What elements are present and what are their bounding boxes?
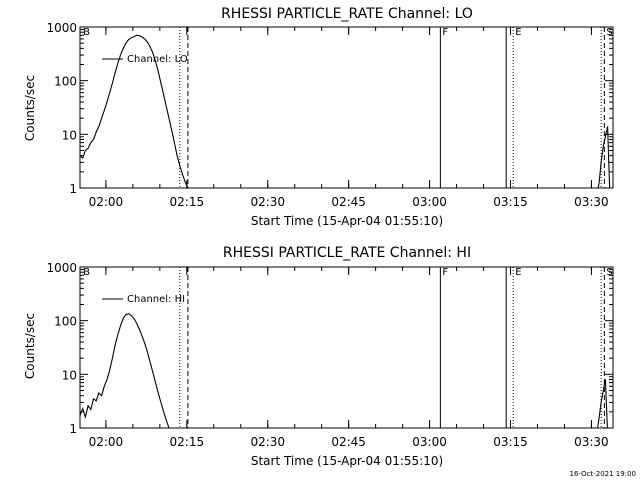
x-tick-label: 03:30	[574, 435, 609, 449]
y-tick-label: 1	[69, 422, 77, 436]
x-tick-label: 02:30	[250, 435, 285, 449]
plot-frame	[79, 266, 614, 429]
x-tick-label: 02:30	[250, 195, 285, 209]
footer-timestamp: 16-Oct-2021 19:00	[570, 470, 636, 478]
event-marker-label: B	[83, 267, 90, 278]
event-marker-label: E	[515, 267, 521, 278]
x-axis-label: Start Time (15-Apr-04 01:55:10)	[251, 214, 443, 228]
series-line	[80, 34, 189, 188]
x-tick-label: 03:15	[493, 195, 528, 209]
y-axis-label: Counts/sec	[23, 75, 37, 141]
x-tick-label: 02:45	[331, 195, 366, 209]
event-marker-label: B	[83, 27, 90, 38]
y-tick-label: 100	[54, 75, 77, 89]
y-tick-label: 10	[62, 368, 77, 382]
event-marker-label: F	[442, 267, 448, 278]
panel-hi-channel: RHESSI PARTICLE_RATE Channel: HI Start T…	[23, 245, 614, 468]
chart-title: RHESSI PARTICLE_RATE Channel: HI	[223, 245, 471, 261]
y-axis-label: Counts/sec	[23, 313, 37, 379]
series-line	[597, 126, 611, 188]
event-marker-label: S	[606, 27, 612, 38]
series-line	[80, 313, 170, 428]
legend-label: Channel: LO	[127, 54, 188, 65]
event-marker-label: F	[442, 27, 448, 38]
y-tick-label: 1000	[46, 261, 77, 275]
x-tick-label: 02:15	[170, 435, 205, 449]
x-tick-label: 03:00	[412, 435, 447, 449]
x-tick-label: 02:00	[89, 195, 124, 209]
x-tick-label: 03:30	[574, 195, 609, 209]
series-line	[597, 379, 608, 428]
panel-lo-channel: RHESSI PARTICLE_RATE Channel: LO Start T…	[23, 6, 614, 228]
y-tick-label: 1	[69, 182, 77, 196]
event-marker-label: E	[515, 27, 521, 38]
y-tick-label: 10	[62, 128, 77, 142]
legend-label: Channel: HI	[127, 294, 185, 305]
y-tick-label: 100	[54, 315, 77, 329]
x-tick-label: 02:15	[170, 195, 205, 209]
x-axis-label: Start Time (15-Apr-04 01:55:10)	[251, 454, 443, 468]
x-tick-label: 03:15	[493, 435, 528, 449]
x-tick-label: 02:45	[331, 435, 366, 449]
y-tick-label: 1000	[46, 21, 77, 35]
x-tick-label: 02:00	[89, 435, 124, 449]
plot-frame	[79, 26, 614, 189]
event-marker-label: S	[606, 267, 612, 278]
x-tick-label: 03:00	[412, 195, 447, 209]
chart-title: RHESSI PARTICLE_RATE Channel: LO	[221, 6, 473, 22]
